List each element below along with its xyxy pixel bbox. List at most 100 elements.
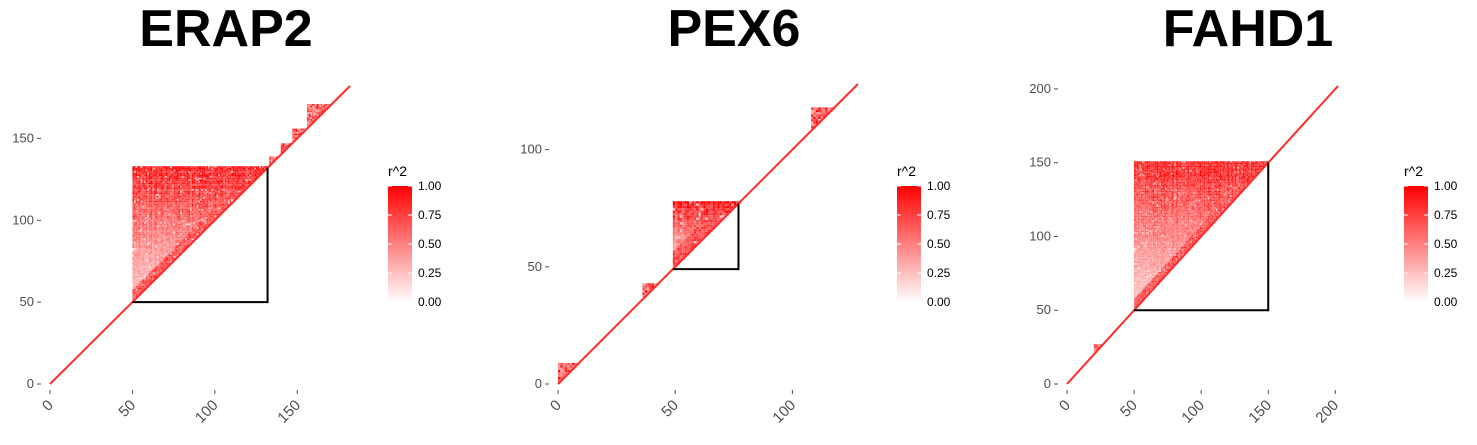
ld-cell (684, 226, 687, 230)
ld-cell (722, 212, 725, 216)
ld-cell (140, 254, 143, 257)
ld-cell (724, 203, 727, 206)
ld-cell (686, 236, 690, 239)
ld-cell (214, 171, 217, 173)
ld-cell (218, 167, 220, 170)
ld-cell (675, 248, 678, 251)
ld-cell (160, 184, 163, 186)
ld-cell (1134, 186, 1136, 188)
ld-cell (186, 195, 189, 198)
ld-cell (167, 235, 169, 237)
ld-cell (223, 180, 225, 183)
ld-cell (135, 167, 138, 170)
ld-cell (158, 189, 161, 191)
ld-cell (228, 184, 230, 186)
ld-cell (147, 266, 149, 268)
ld-cell (1142, 204, 1144, 206)
ld-cell (139, 213, 141, 216)
ld-cell (1138, 301, 1140, 303)
ld-cell (171, 215, 174, 217)
ld-cell (147, 262, 149, 265)
ld-cell (134, 238, 136, 240)
ld-cell (285, 146, 288, 149)
ld-cell (167, 225, 169, 227)
ld-cell (183, 230, 186, 232)
ld-cell (312, 108, 314, 111)
ld-cell (204, 218, 207, 221)
ld-cell (160, 248, 163, 250)
ld-cell (229, 192, 232, 195)
ld-cell (677, 203, 680, 206)
ld-cell (180, 235, 182, 237)
ld-cell (140, 261, 143, 263)
ld-cell (201, 179, 204, 181)
ld-cell (137, 292, 140, 294)
ld-cell (168, 223, 171, 226)
ld-cell (135, 244, 138, 247)
ld-cell (143, 185, 146, 188)
ld-cell (150, 262, 153, 265)
ld-cell (170, 228, 172, 231)
ld-cell (148, 182, 151, 185)
ld-cell (139, 184, 141, 186)
ld-cell (142, 282, 144, 285)
ld-cell (214, 167, 217, 170)
ld-cell (134, 171, 136, 173)
ld-cell (1139, 184, 1141, 187)
ld-cell (170, 241, 172, 244)
ld-cell (226, 198, 229, 201)
ld-cell (173, 171, 176, 173)
ld-cell (150, 225, 153, 227)
ld-cell (135, 225, 138, 227)
ld-cell (188, 241, 191, 244)
ld-cell (1140, 255, 1143, 258)
ld-cell (193, 233, 196, 235)
ld-cell (229, 172, 232, 175)
ld-cell (703, 229, 706, 232)
ld-cell (171, 187, 174, 190)
ld-cell (188, 238, 191, 240)
ld-cell (1135, 230, 1137, 233)
ld-cell (150, 266, 153, 268)
ld-cell (178, 187, 181, 190)
ld-cell (152, 231, 154, 234)
ld-cell (176, 184, 179, 186)
ld-cell (237, 177, 240, 180)
ld-cell (221, 203, 224, 206)
ld-cell (234, 171, 237, 173)
ld-cell (157, 254, 159, 257)
ld-cell (206, 221, 209, 224)
ld-cell (1139, 261, 1141, 264)
ld-cell (293, 133, 296, 136)
ld-cell (150, 253, 153, 255)
ld-cell (234, 197, 237, 199)
ld-cell (689, 212, 692, 216)
ld-cell (185, 166, 187, 168)
ld-cell (682, 250, 685, 253)
ld-cell (142, 267, 144, 270)
ld-cell (326, 105, 329, 108)
ld-cell (200, 187, 202, 190)
ld-cell (173, 184, 176, 186)
ld-cell (168, 225, 171, 227)
ld-cell (157, 215, 159, 217)
ld-cell (155, 190, 158, 193)
ld-cell (198, 190, 200, 193)
ld-cell (1134, 220, 1136, 222)
ld-cell (185, 167, 187, 170)
ld-cell (167, 215, 169, 217)
ld-cell (218, 182, 220, 185)
ld-cell (201, 200, 204, 203)
ld-cell (140, 205, 143, 208)
ld-cell (162, 233, 164, 235)
ld-cell (209, 205, 212, 208)
ld-cell (158, 177, 161, 180)
ld-cell (216, 187, 219, 190)
ld-cell (173, 179, 176, 181)
ld-cell (1134, 242, 1136, 244)
ld-cell (148, 187, 151, 190)
ld-cell (203, 210, 205, 213)
ld-cell (175, 182, 177, 185)
ld-cell (142, 195, 144, 198)
